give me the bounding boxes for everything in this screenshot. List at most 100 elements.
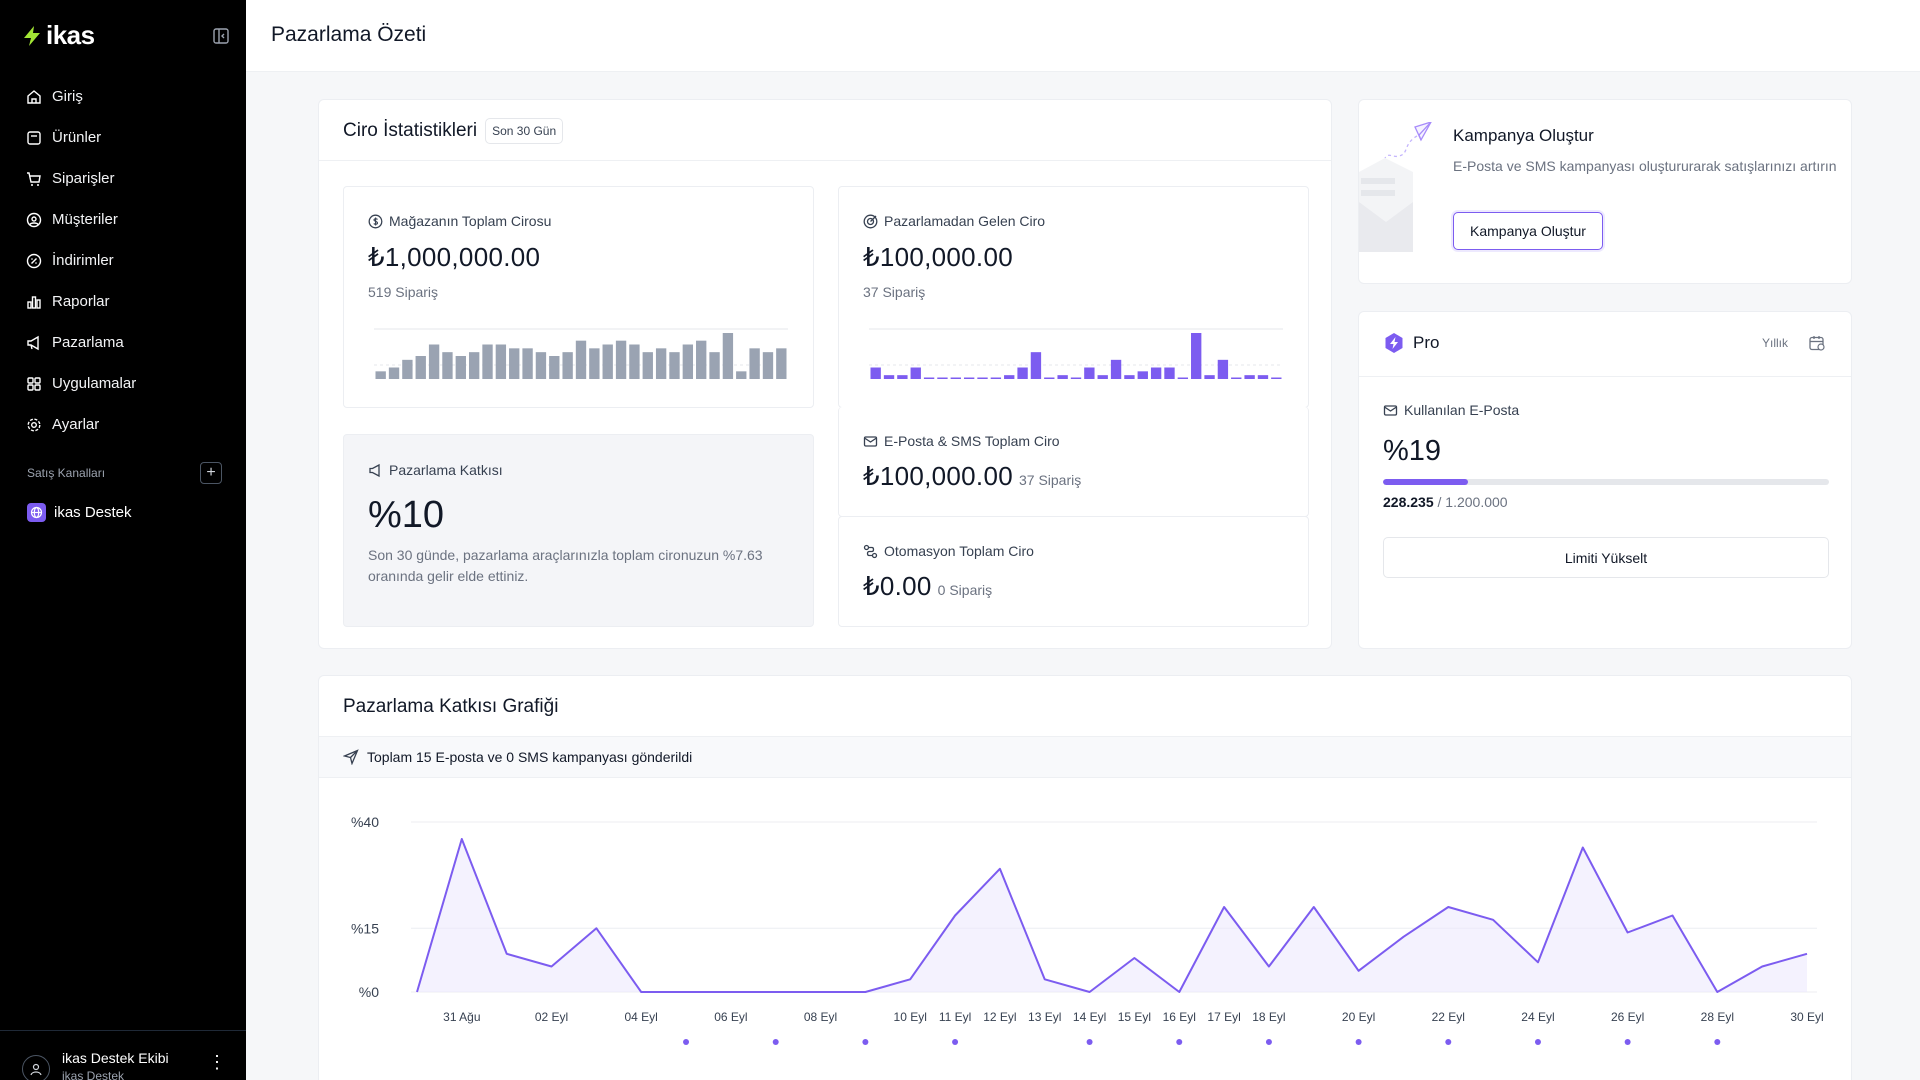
plus-icon: + (206, 464, 216, 481)
chart-series-line (416, 838, 1808, 993)
sparkline-bar (468, 352, 480, 379)
metric-label-text: Pazarlama Katkısı (389, 462, 503, 478)
sparkline-bar (1137, 371, 1148, 379)
email-usage-count: 228.235 / 1.200.000 (1383, 494, 1508, 510)
sparkline-bar (522, 348, 533, 379)
create-campaign-button[interactable]: Kampanya Oluştur (1453, 212, 1603, 250)
page-title: Pazarlama Özeti (271, 23, 427, 46)
pro-period[interactable]: Yıllık (1762, 336, 1789, 350)
x-tick-label: 08 Eyl (804, 1010, 837, 1024)
sidebar-collapse-icon[interactable] (212, 27, 230, 45)
channel-label: ikas Destek (54, 504, 132, 521)
sidebar-item-channel[interactable]: ikas Destek (27, 503, 132, 522)
automation-label: Otomasyon Toplam Ciro (863, 543, 1034, 559)
sidebar-item-label: İndirimler (52, 252, 114, 269)
campaign-marker-dot[interactable] (1534, 1039, 1541, 1045)
sparkline-bar (682, 344, 694, 379)
marketing-revenue-value: ₺100,000.00 (863, 242, 1013, 272)
send-icon (343, 749, 359, 765)
stats-title: Ciro İstatistikleri (343, 120, 478, 141)
sparkline-bar (709, 352, 720, 379)
campaign-marker-dot[interactable] (862, 1039, 869, 1045)
gear-icon (27, 417, 41, 432)
email-usage-label: Kullanılan E-Posta (1383, 402, 1519, 418)
campaign-marker-dot[interactable] (1624, 1039, 1631, 1045)
globe-icon (27, 503, 46, 522)
automation-value: ₺0.00 (863, 571, 932, 601)
sidebar-item-products[interactable]: Ürünler (16, 117, 230, 158)
automation-orders: 0 Sipariş (937, 582, 993, 598)
campaign-marker-dot[interactable] (1445, 1039, 1452, 1045)
campaign-marker-dot[interactable] (683, 1039, 690, 1045)
sidebar-item-reports[interactable]: Raporlar (16, 281, 230, 322)
add-channel-button[interactable]: + (200, 462, 222, 484)
ikas-logo[interactable]: ikas (22, 20, 95, 51)
x-tick-label: 28 Eyl (1701, 1010, 1734, 1024)
upgrade-limit-button[interactable]: Limiti Yükselt (1383, 537, 1829, 578)
sparkline-bar (1124, 375, 1135, 379)
sparkline-bar (1271, 377, 1282, 379)
marketing-revenue-label: Pazarlamadan Gelen Ciro (863, 213, 1045, 229)
calendar-icon[interactable] (1808, 334, 1826, 352)
sidebar-item-discounts[interactable]: İndirimler (16, 240, 230, 281)
sidebar-item-home[interactable]: Giriş (16, 76, 230, 117)
sparkline-bar (1030, 352, 1042, 379)
store-total-value: ₺1,000,000.00 (368, 242, 541, 272)
sparkline-bar (776, 348, 787, 379)
email-usage-percent: %19 (1383, 435, 1442, 467)
sparkline-bar (963, 377, 975, 379)
campaign-marker-dot[interactable] (1265, 1039, 1272, 1045)
email-usage-progress (1383, 479, 1829, 485)
marketing-revenue-orders: 37 Sipariş (863, 284, 926, 300)
sparkline-bar (937, 377, 948, 379)
store-total-label: Mağazanın Toplam Cirosu (368, 213, 551, 229)
sparkline-bar (897, 375, 908, 379)
sidebar-item-orders[interactable]: Siparişler (16, 158, 230, 199)
progress-fill (1383, 479, 1468, 485)
contribution-area-chart: %40 %15 %0 31 Ağu 02 Eyl 04 Eyl 06 Eyl 08 Eyl 10… (351, 814, 1824, 1045)
period-badge: Son 30 Gün (485, 118, 564, 144)
user-menu[interactable]: ikas Destek Ekibi ikas Destek ⋮ (0, 1030, 246, 1080)
stats-header: Ciro İstatistikleri Son 30 Gün (343, 118, 564, 144)
sidebar-item-label: Uygulamalar (52, 375, 137, 392)
more-options-icon[interactable]: ⋮ (208, 1052, 226, 1072)
sparkline-bar (388, 367, 400, 379)
sparkline-bar (910, 367, 921, 379)
metric-label-text: E-Posta & SMS Toplam Ciro (884, 433, 1060, 449)
sparkline-bar (669, 352, 680, 379)
workflow-icon (863, 544, 878, 558)
x-tick-label: 12 Eyl (983, 1010, 1016, 1024)
sidebar: ikas Giriş Ürünler Siparişler Müşteriler… (0, 0, 246, 1080)
sparkline-bar (535, 352, 547, 379)
sparkline-bar (1070, 377, 1082, 379)
campaign-marker-dot[interactable] (1176, 1039, 1183, 1045)
sidebar-item-settings[interactable]: Ayarlar (16, 404, 230, 445)
x-tick-label: 04 Eyl (625, 1010, 658, 1024)
y-tick-label: %0 (359, 984, 379, 1000)
sparkline-bar (1177, 377, 1189, 379)
sparkline-bar (1097, 375, 1108, 379)
sidebar-item-apps[interactable]: Uygulamalar (16, 363, 230, 404)
contribution-description: Son 30 günde, pazarlama araçlarınızla to… (368, 547, 763, 584)
campaign-marker-dot[interactable] (952, 1039, 959, 1045)
campaign-marker-dot[interactable] (1355, 1039, 1362, 1045)
sparkline-bar (549, 356, 560, 379)
campaign-marker-dot[interactable] (1086, 1039, 1093, 1045)
x-tick-label: 30 Eyl (1790, 1010, 1823, 1024)
sidebar-item-customers[interactable]: Müşteriler (16, 199, 230, 240)
sidebar-item-label: Giriş (52, 88, 83, 105)
sidebar-item-marketing[interactable]: Pazarlama (16, 322, 230, 363)
x-tick-label: 20 Eyl (1342, 1010, 1375, 1024)
campaign-marker-dot[interactable] (772, 1039, 779, 1045)
store-revenue-sparkline (374, 328, 788, 379)
campaign-marker-dot[interactable] (1714, 1039, 1721, 1045)
main-nav: Giriş Ürünler Siparişler Müşteriler İndi… (16, 76, 230, 445)
x-tick-label: 24 Eyl (1521, 1010, 1554, 1024)
sparkline-bar (1084, 367, 1095, 379)
x-tick-label: 13 Eyl (1028, 1010, 1061, 1024)
sidebar-item-label: Siparişler (52, 170, 115, 187)
target-icon (863, 214, 878, 228)
sparkline-bar (1217, 359, 1229, 379)
x-tick-label: 06 Eyl (714, 1010, 747, 1024)
sales-channels-title: Satış Kanalları (27, 466, 106, 480)
